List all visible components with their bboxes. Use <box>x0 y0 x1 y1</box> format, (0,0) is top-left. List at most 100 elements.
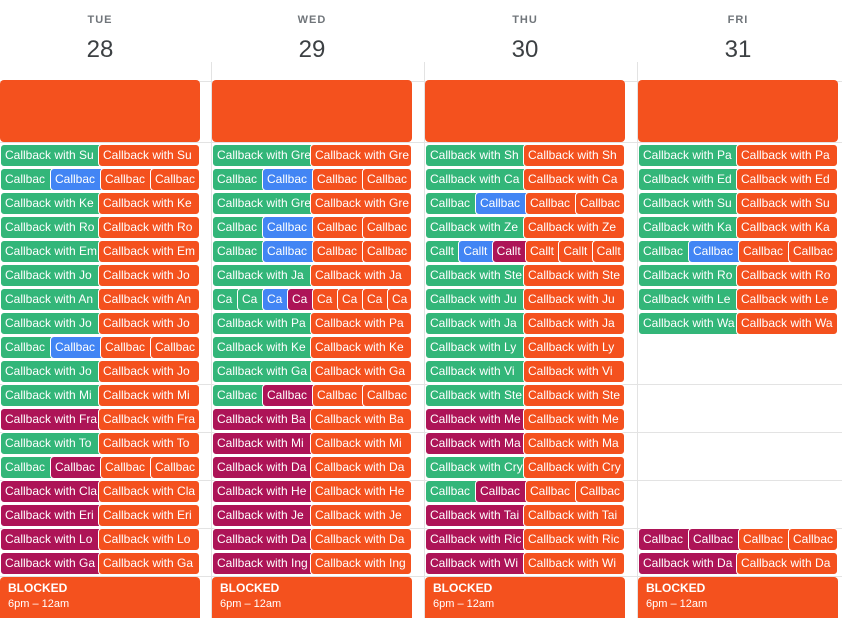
callback-event[interactable]: Callback with Ke <box>212 336 316 359</box>
callback-event[interactable]: Callback with Ric <box>425 528 529 551</box>
callback-event[interactable]: Callback with Ly <box>523 336 625 359</box>
callback-event[interactable]: Callback with Ro <box>638 264 742 287</box>
callback-event[interactable]: Callbac <box>362 240 412 263</box>
callback-event[interactable]: Callback with Je <box>212 504 316 527</box>
callback-event[interactable]: Callback with Ze <box>425 216 529 239</box>
callback-event[interactable]: Ca <box>312 288 343 311</box>
callback-event[interactable]: Callback with Sh <box>523 144 625 167</box>
blocked-evening-event[interactable]: BLOCKED 6pm – 12am <box>425 577 625 618</box>
day-header-wed[interactable]: WED 29 <box>212 0 412 80</box>
callback-event[interactable]: Ca <box>387 288 412 311</box>
callback-event[interactable]: Ca <box>262 288 293 311</box>
blocked-evening-event[interactable]: BLOCKED 6pm – 12am <box>638 577 838 618</box>
callback-event[interactable]: Callback with Vi <box>523 360 625 383</box>
callback-event[interactable]: Callback with Ga <box>98 552 200 575</box>
callback-event[interactable]: Callback with Gre <box>212 192 316 215</box>
callback-event[interactable]: Callbac <box>525 480 581 503</box>
blocked-evening-event[interactable]: BLOCKED 6pm – 12am <box>0 577 200 618</box>
callback-event[interactable]: Callt <box>525 240 565 263</box>
callback-event[interactable]: Callbac <box>212 240 268 263</box>
callback-event[interactable]: Callbac <box>212 168 268 191</box>
callback-event[interactable]: Callback with Jo <box>0 360 104 383</box>
callback-event[interactable]: Callback with Ing <box>310 552 412 575</box>
callback-event[interactable]: Callback with Cla <box>98 480 200 503</box>
callback-event[interactable]: Callback with Da <box>310 528 412 551</box>
callback-event[interactable]: Callback with Ste <box>523 264 625 287</box>
callback-event[interactable]: Callback with Su <box>638 192 742 215</box>
callback-event[interactable]: Callback with Jo <box>98 360 200 383</box>
callback-event[interactable]: Callback with Me <box>425 408 529 431</box>
callback-event[interactable]: Callback with Ste <box>425 384 529 407</box>
callback-event[interactable]: Callt <box>425 240 465 263</box>
callback-event[interactable]: Callback with Jo <box>0 264 104 287</box>
callback-event[interactable]: Callbac <box>0 456 56 479</box>
callback-event[interactable]: Callback with Sh <box>425 144 529 167</box>
callback-event[interactable]: Callback with Ga <box>0 552 104 575</box>
callback-event[interactable]: Callback with Da <box>212 528 316 551</box>
callback-event[interactable]: Callback with Ga <box>310 360 412 383</box>
callback-event[interactable]: Callt <box>491 240 531 263</box>
callback-event[interactable]: Callback with Tai <box>425 504 529 527</box>
callback-event[interactable]: Callback with Pa <box>638 144 742 167</box>
callback-event[interactable]: Callback with An <box>98 288 200 311</box>
callback-event[interactable]: Callback with Su <box>98 144 200 167</box>
callback-event[interactable]: Callback with Ed <box>638 168 742 191</box>
callback-event[interactable]: Callback with Ja <box>310 264 412 287</box>
callback-event[interactable]: Callback with Jo <box>0 312 104 335</box>
callback-event[interactable]: Callbac <box>425 480 481 503</box>
callback-event[interactable]: Callbac <box>100 456 156 479</box>
callback-event[interactable]: Callback with Ca <box>523 168 625 191</box>
callback-event[interactable]: Callback with Eri <box>98 504 200 527</box>
callback-event[interactable]: Callback with Mi <box>98 384 200 407</box>
callback-event[interactable]: Callbac <box>150 168 200 191</box>
callback-event[interactable]: Callback with An <box>0 288 104 311</box>
day-header-thu[interactable]: THU 30 <box>425 0 625 80</box>
callback-event[interactable]: Callback with Lo <box>98 528 200 551</box>
callback-event[interactable]: Callbac <box>0 336 56 359</box>
callback-event[interactable]: Callbac <box>638 528 694 551</box>
blocked-morning-event[interactable] <box>425 80 625 142</box>
callback-event[interactable]: Callback with Wi <box>425 552 529 575</box>
callback-event[interactable]: Callback with Su <box>736 192 838 215</box>
callback-event[interactable]: Callback with Ka <box>638 216 742 239</box>
callback-event[interactable]: Callback with Ka <box>736 216 838 239</box>
callback-event[interactable]: Callbac <box>312 168 368 191</box>
callback-event[interactable]: Callback with Wa <box>638 312 742 335</box>
day-number[interactable]: 31 <box>724 36 752 63</box>
callback-event[interactable]: Callback with He <box>212 480 316 503</box>
callback-event[interactable]: Callback with Ze <box>523 216 625 239</box>
callback-event[interactable]: Callbac <box>688 528 744 551</box>
callback-event[interactable]: Callback with Lo <box>0 528 104 551</box>
day-number[interactable]: 30 <box>511 36 539 63</box>
callback-event[interactable]: Callbac <box>150 456 200 479</box>
day-number[interactable]: 28 <box>86 36 114 63</box>
callback-event[interactable]: Callback with Gre <box>310 192 412 215</box>
callback-event[interactable]: Callbac <box>425 192 481 215</box>
callback-event[interactable]: Callback with Ba <box>212 408 316 431</box>
day-number[interactable]: 29 <box>298 36 326 63</box>
callback-event[interactable]: Ca <box>237 288 268 311</box>
callback-event[interactable]: Callback with Tai <box>523 504 625 527</box>
callback-event[interactable]: Callback with Me <box>523 408 625 431</box>
callback-event[interactable]: Callback with Fra <box>98 408 200 431</box>
callback-event[interactable]: Callbac <box>312 384 368 407</box>
callback-event[interactable]: Callbac <box>312 240 368 263</box>
callback-event[interactable]: Callback with Vi <box>425 360 529 383</box>
callback-event[interactable]: Callback with Eri <box>0 504 104 527</box>
callback-event[interactable]: Callback with Da <box>638 552 742 575</box>
callback-event[interactable]: Callback with To <box>0 432 104 455</box>
callback-event[interactable]: Callbac <box>475 480 531 503</box>
callback-event[interactable]: Callback with Ma <box>425 432 529 455</box>
callback-event[interactable]: Callbac <box>100 168 156 191</box>
callback-event[interactable]: Callbac <box>575 192 625 215</box>
callback-event[interactable]: Callbac <box>362 168 412 191</box>
callback-event[interactable]: Callback with Je <box>310 504 412 527</box>
callback-event[interactable]: Callbac <box>788 240 838 263</box>
callback-event[interactable]: Callback with Ma <box>523 432 625 455</box>
callback-event[interactable]: Callback with Ed <box>736 168 838 191</box>
callback-event[interactable]: Callback with Da <box>736 552 838 575</box>
callback-event[interactable]: Callback with Su <box>0 144 104 167</box>
callback-event[interactable]: Callbac <box>688 240 744 263</box>
callback-event[interactable]: Callback with Pa <box>736 144 838 167</box>
callback-event[interactable]: Callback with Pa <box>212 312 316 335</box>
